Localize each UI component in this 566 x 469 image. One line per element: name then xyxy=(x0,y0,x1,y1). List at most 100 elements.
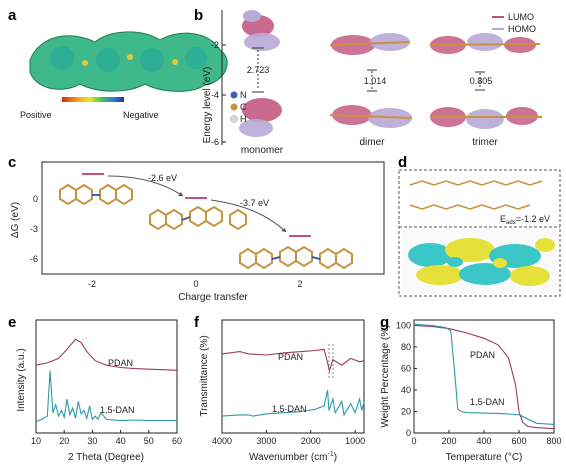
panel-c-ytick: -6 xyxy=(30,254,38,264)
step-2-energy: -3.7 eV xyxy=(240,198,269,208)
panel-g-ylabel: Weight Percentage (%) xyxy=(380,324,391,427)
legend-lumo-label: LUMO xyxy=(508,12,534,22)
panel-c-label: c xyxy=(8,154,16,171)
panel-f-xlabel: Wavenumber (cm-1) xyxy=(249,451,337,463)
panel-d: d Eads=-1.2 eV xyxy=(398,154,561,297)
x-tick-label: 600 xyxy=(511,436,526,446)
adsorption-structure xyxy=(409,180,543,210)
monomer-gap-value: 2.723 xyxy=(247,65,270,75)
atom-n-swatch xyxy=(230,91,238,99)
step-arrow-2 xyxy=(210,199,287,233)
y-tick-label: 80 xyxy=(401,342,411,352)
panel-b-ytick: -2 xyxy=(211,40,219,50)
panel-b-ylabel: Energy level (eV) xyxy=(202,67,213,144)
y-tick-label: 60 xyxy=(401,363,411,373)
panel-b-ytick: -6 xyxy=(211,137,219,147)
x-tick-label: 60 xyxy=(172,436,182,446)
eads-label: Eads=-1.2 eV xyxy=(500,214,550,226)
dimer-gap-value: 1.014 xyxy=(364,76,387,86)
monomer-homo xyxy=(239,98,282,137)
panel-c-xtick: 0 xyxy=(193,279,198,289)
panel-f-ylabel: Transmittance (%) xyxy=(199,335,210,416)
x-tick-label: 800 xyxy=(546,436,561,446)
y-tick-label: 20 xyxy=(401,406,411,416)
series-line-1-5-dan xyxy=(413,323,555,425)
atom-n-label: N xyxy=(240,90,247,100)
panel-f-label: f xyxy=(194,314,200,331)
series-line-1-5-dan xyxy=(35,370,177,423)
atom-h-label: H xyxy=(240,114,247,124)
x-tick-label: 3000 xyxy=(256,436,276,446)
scale-negative-label: Negative xyxy=(123,110,159,120)
x-tick-label: 30 xyxy=(87,436,97,446)
series-line-pdan xyxy=(221,348,365,374)
trimer-lumo xyxy=(429,33,541,54)
panel-g-xlabel: Temperature (°C) xyxy=(446,452,523,463)
x-tick-label: 200 xyxy=(441,436,456,446)
panel-a-label: a xyxy=(8,7,17,24)
x-tick-label: 10 xyxy=(31,436,41,446)
series-line-pdan xyxy=(35,338,178,371)
panel-c-frame xyxy=(41,161,385,275)
panel-e-ylabel: Intensity (a.u.) xyxy=(16,348,27,411)
panel-e: e Intensity (a.u.) 2 Theta (Degree) 10 20… xyxy=(8,314,182,463)
panel-b: b Energy level (eV) -2 -4 -6 2.723 N C H… xyxy=(194,7,542,156)
panel-f-frame xyxy=(221,319,365,434)
x-tick-label: 4000 xyxy=(212,436,232,446)
step-1-energy: -2.6 eV xyxy=(148,173,177,183)
panel-a: a Positive Negative xyxy=(8,7,228,120)
monomer-molecule xyxy=(59,183,133,206)
panel-c-xlabel: Charge transfer xyxy=(178,292,248,303)
pdan-label: PDAN xyxy=(278,352,303,362)
dan-label: 1,5-DAN xyxy=(272,404,307,414)
panel-b-label: b xyxy=(194,7,203,24)
dimer-label: dimer xyxy=(359,137,385,148)
panel-c-ytick: 0 xyxy=(33,194,38,204)
trimer-label: trimer xyxy=(472,137,498,148)
atom-h-swatch xyxy=(230,115,238,123)
charge-density-map xyxy=(402,230,557,293)
esp-surface xyxy=(29,31,228,92)
dimer-molecule xyxy=(149,205,247,231)
monomer-lumo xyxy=(242,10,280,51)
monomer-label: monomer xyxy=(241,145,284,156)
dimer-lumo xyxy=(329,33,411,55)
dan-label: 1,5-DAN xyxy=(470,397,505,407)
panel-e-label: e xyxy=(8,314,16,331)
x-tick-label: 50 xyxy=(144,436,154,446)
panel-g-label: g xyxy=(380,314,389,331)
legend-homo-label: HOMO xyxy=(508,24,536,34)
esp-color-scale xyxy=(62,97,124,102)
panel-b-ytick: -4 xyxy=(211,90,219,100)
atom-c-label: C xyxy=(240,102,247,112)
trimer-gap-value: 0.805 xyxy=(470,76,493,86)
panel-d-frame xyxy=(398,169,561,297)
step-arrow-1 xyxy=(107,175,184,197)
atom-c-swatch xyxy=(230,103,238,111)
x-tick-label: 1000 xyxy=(345,436,365,446)
x-tick-label: 40 xyxy=(116,436,126,446)
x-tick-label: 2000 xyxy=(301,436,321,446)
panel-e-frame xyxy=(35,319,178,434)
x-tick-label: 400 xyxy=(476,436,491,446)
y-tick-label: 100 xyxy=(396,320,411,330)
trimer-molecule xyxy=(239,245,353,270)
panel-e-xlabel: 2 Theta (Degree) xyxy=(68,452,144,463)
panel-f: f Transmittance (%) Wavenumber (cm-1) 40… xyxy=(194,314,365,463)
pdan-label: PDAN xyxy=(470,350,495,360)
panel-g: g Weight Percentage (%) Temperature (°C)… xyxy=(380,314,562,463)
panel-c-ytick: -3 xyxy=(30,224,38,234)
x-tick-label: 20 xyxy=(59,436,69,446)
panel-c-xtick: 2 xyxy=(297,279,302,289)
panel-c-ylabel: ΔG (eV) xyxy=(10,202,21,238)
panel-c: c ΔG (eV) 0 -3 -6 -2 0 2 Charge transfer… xyxy=(8,154,385,303)
pdan-label: PDAN xyxy=(108,358,133,368)
series-line-1-5-dan xyxy=(221,389,365,417)
scale-positive-label: Positive xyxy=(20,110,52,120)
dan-label: 1,5-DAN xyxy=(100,405,135,415)
y-tick-label: 0 xyxy=(406,428,411,438)
panel-g-frame xyxy=(413,319,555,434)
trimer-homo xyxy=(430,107,542,129)
x-tick-label: 0 xyxy=(411,436,416,446)
dimer-homo xyxy=(329,105,413,128)
